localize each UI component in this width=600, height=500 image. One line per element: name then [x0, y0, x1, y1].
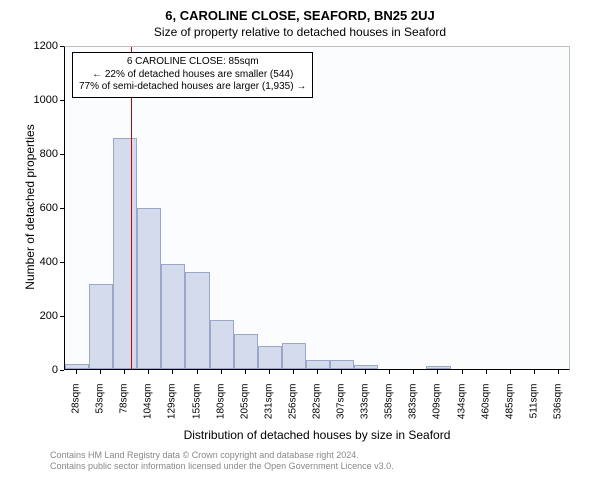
bar	[137, 208, 161, 369]
bar	[426, 366, 450, 369]
x-tick-mark	[124, 370, 125, 374]
x-tick-mark	[486, 370, 487, 374]
x-tick-label: 460sqm	[480, 384, 491, 434]
x-tick-mark	[100, 370, 101, 374]
x-tick-mark	[148, 370, 149, 374]
x-tick-label: 485sqm	[504, 384, 515, 434]
y-tick-mark	[60, 154, 64, 155]
y-tick-mark	[60, 316, 64, 317]
x-tick-label: 383sqm	[408, 384, 419, 434]
x-tick-mark	[197, 370, 198, 374]
x-tick-label: 434sqm	[456, 384, 467, 434]
x-tick-mark	[534, 370, 535, 374]
bar	[282, 343, 306, 369]
annotation-box: 6 CAROLINE CLOSE: 85sqm ← 22% of detache…	[72, 52, 313, 98]
y-tick-label: 0	[30, 364, 58, 376]
chart-title-sub: Size of property relative to detached ho…	[0, 23, 600, 39]
y-tick-label: 800	[30, 148, 58, 160]
annotation-line2: ← 22% of detached houses are smaller (54…	[79, 69, 306, 82]
y-tick-label: 1000	[30, 94, 58, 106]
x-tick-label: 231sqm	[263, 384, 274, 434]
x-tick-mark	[317, 370, 318, 374]
x-tick-label: 282sqm	[312, 384, 323, 434]
bar	[161, 264, 185, 369]
bar	[210, 320, 234, 369]
x-tick-label: 78sqm	[119, 384, 130, 434]
chart-title-main: 6, CAROLINE CLOSE, SEAFORD, BN25 2UJ	[0, 0, 600, 23]
x-tick-mark	[389, 370, 390, 374]
annotation-line1: 6 CAROLINE CLOSE: 85sqm	[79, 56, 306, 69]
x-tick-label: 409sqm	[432, 384, 443, 434]
x-tick-label: 180sqm	[215, 384, 226, 434]
x-tick-mark	[365, 370, 366, 374]
footer-line1: Contains HM Land Registry data © Crown c…	[50, 450, 394, 461]
annotation-line3: 77% of semi-detached houses are larger (…	[79, 81, 306, 94]
y-tick-mark	[60, 208, 64, 209]
x-tick-mark	[245, 370, 246, 374]
x-tick-label: 155sqm	[191, 384, 202, 434]
footer-line2: Contains public sector information licen…	[50, 461, 394, 472]
x-tick-label: 536sqm	[552, 384, 563, 434]
x-tick-mark	[341, 370, 342, 374]
bar	[65, 364, 89, 369]
y-tick-label: 600	[30, 202, 58, 214]
x-tick-label: 28sqm	[71, 384, 82, 434]
x-tick-mark	[462, 370, 463, 374]
x-tick-label: 256sqm	[287, 384, 298, 434]
bar	[258, 346, 282, 369]
x-tick-mark	[510, 370, 511, 374]
x-tick-mark	[437, 370, 438, 374]
y-tick-mark	[60, 46, 64, 47]
x-tick-label: 104sqm	[143, 384, 154, 434]
x-tick-label: 511sqm	[528, 384, 539, 434]
x-tick-mark	[172, 370, 173, 374]
bar	[185, 272, 209, 369]
x-tick-label: 307sqm	[336, 384, 347, 434]
x-tick-label: 358sqm	[384, 384, 395, 434]
y-tick-label: 1200	[30, 40, 58, 52]
bar	[113, 138, 137, 369]
x-tick-label: 333sqm	[360, 384, 371, 434]
x-tick-mark	[413, 370, 414, 374]
y-tick-mark	[60, 370, 64, 371]
bar	[234, 334, 258, 369]
x-tick-label: 205sqm	[239, 384, 250, 434]
footer-text: Contains HM Land Registry data © Crown c…	[50, 450, 394, 473]
y-tick-label: 200	[30, 310, 58, 322]
x-tick-mark	[293, 370, 294, 374]
x-tick-mark	[76, 370, 77, 374]
y-tick-label: 400	[30, 256, 58, 268]
x-tick-label: 53sqm	[95, 384, 106, 434]
x-tick-mark	[221, 370, 222, 374]
x-tick-mark	[558, 370, 559, 374]
y-tick-mark	[60, 100, 64, 101]
x-tick-label: 129sqm	[167, 384, 178, 434]
x-tick-mark	[269, 370, 270, 374]
bar	[89, 284, 113, 369]
y-tick-mark	[60, 262, 64, 263]
bar	[330, 360, 354, 369]
bar	[354, 365, 378, 369]
bar	[306, 360, 330, 369]
